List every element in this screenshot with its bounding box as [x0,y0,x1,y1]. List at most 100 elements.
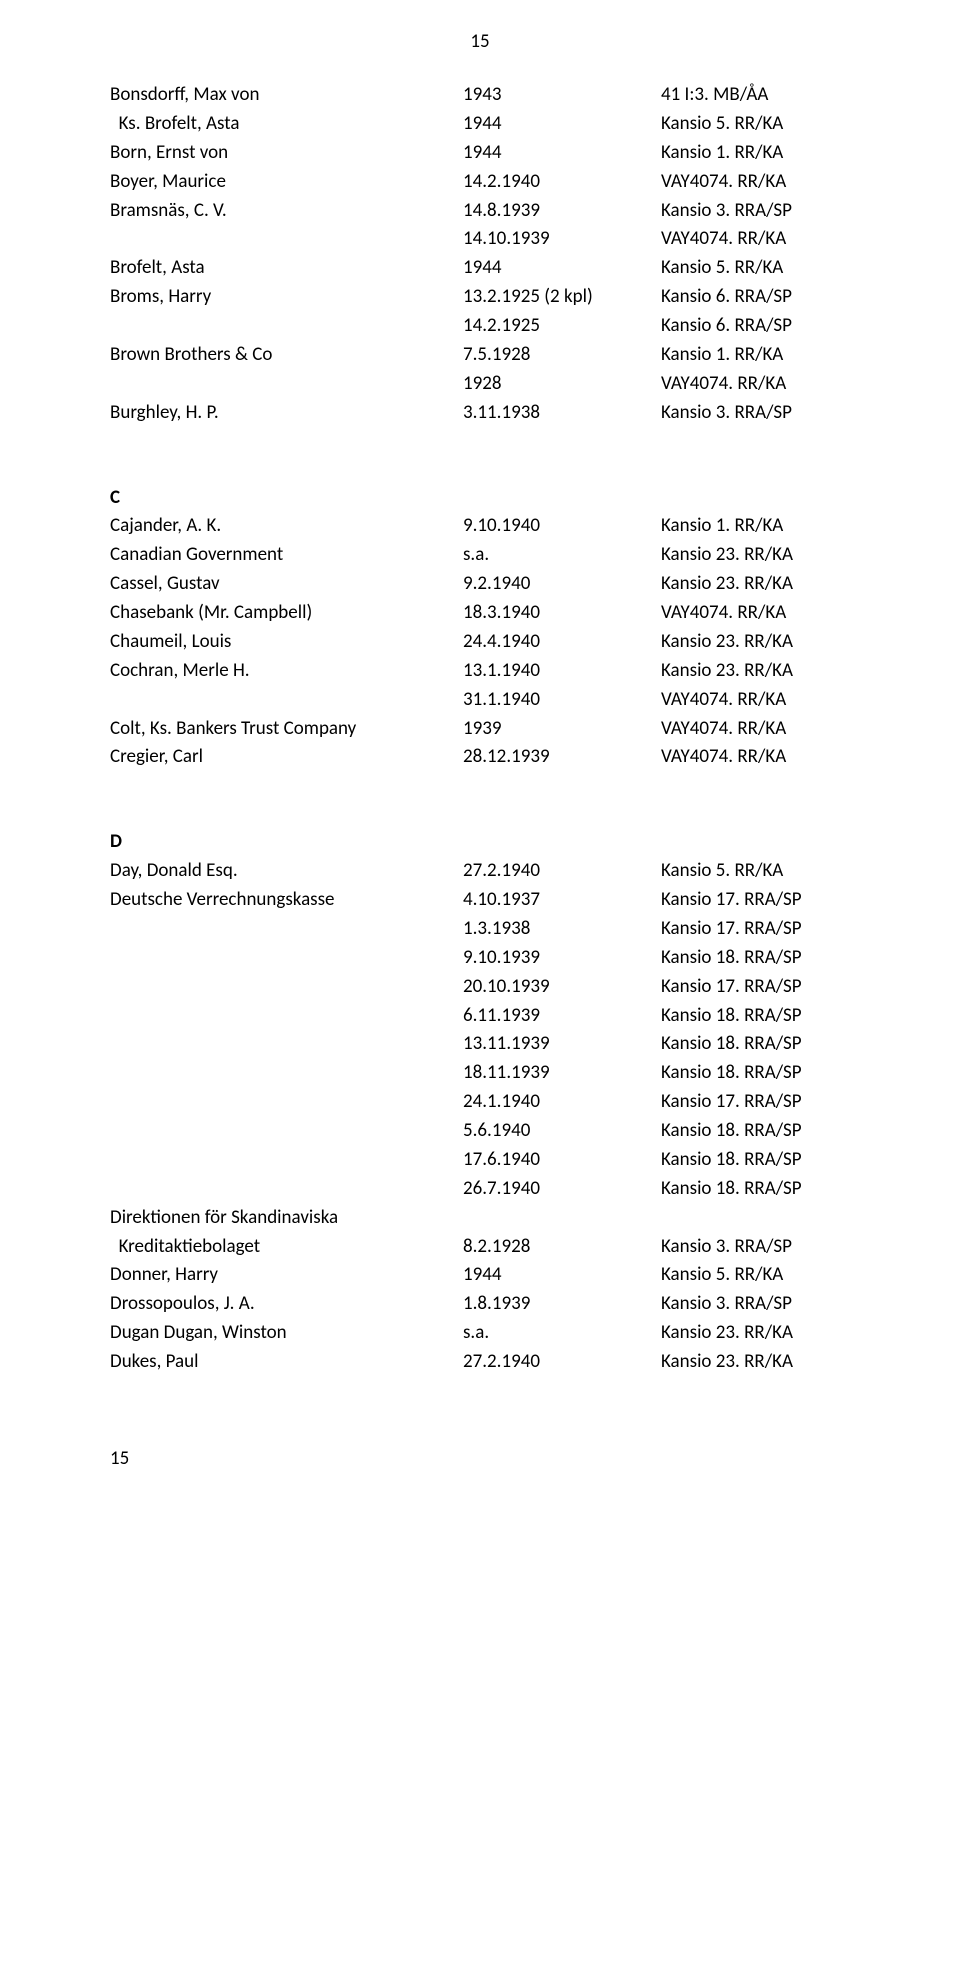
table-row: 14.2.1925Kansio 6. RRA/SP [110,312,850,341]
date-cell: 31.1.1940 [463,686,661,715]
name-cell: Cajander, A. K. [110,512,463,541]
name-cell: Dukes, Paul [110,1348,463,1377]
date-cell: 1944 [463,1261,661,1290]
name-cell [110,225,463,254]
date-cell: s.a. [463,1319,661,1348]
date-cell: 14.2.1925 [463,312,661,341]
reference-cell: Kansio 17. RRA/SP [661,886,850,915]
name-cell: Cregier, Carl [110,743,463,772]
name-cell [110,1117,463,1146]
table-row: Bramsnäs, C. V.14.8.1939Kansio 3. RRA/SP [110,197,850,226]
name-cell: Colt, Ks. Bankers Trust Company [110,715,463,744]
name-cell [110,973,463,1002]
reference-cell: VAY4074. RR/KA [661,599,850,628]
name-cell: Chaumeil, Louis [110,628,463,657]
reference-cell: VAY4074. RR/KA [661,715,850,744]
date-cell: 27.2.1940 [463,1348,661,1377]
table-row: Brofelt, Asta1944Kansio 5. RR/KA [110,254,850,283]
table-row: Brown Brothers & Co7.5.1928Kansio 1. RR/… [110,341,850,370]
reference-cell: Kansio 18. RRA/SP [661,1030,850,1059]
date-cell: 28.12.1939 [463,743,661,772]
reference-cell: Kansio 18. RRA/SP [661,1175,850,1204]
section-gap [110,772,850,828]
table-row: 18.11.1939Kansio 18. RRA/SP [110,1059,850,1088]
date-cell: 17.6.1940 [463,1146,661,1175]
date-cell: 20.10.1939 [463,973,661,1002]
name-cell: Canadian Government [110,541,463,570]
reference-cell: Kansio 6. RRA/SP [661,283,850,312]
name-cell: Kreditaktiebolaget [110,1233,463,1262]
reference-cell: Kansio 17. RRA/SP [661,915,850,944]
date-cell: 24.4.1940 [463,628,661,657]
name-cell: Ks. Brofelt, Asta [110,110,463,139]
name-cell [110,1059,463,1088]
name-cell [110,915,463,944]
name-cell: Brown Brothers & Co [110,341,463,370]
table-row: 13.11.1939Kansio 18. RRA/SP [110,1030,850,1059]
date-cell: 1939 [463,715,661,744]
table-row: 17.6.1940Kansio 18. RRA/SP [110,1146,850,1175]
reference-cell: Kansio 3. RRA/SP [661,1290,850,1319]
name-cell: Brofelt, Asta [110,254,463,283]
name-cell [110,1175,463,1204]
name-cell [110,370,463,399]
table-row: Direktionen för Skandinaviska [110,1204,850,1233]
reference-cell: Kansio 18. RRA/SP [661,1146,850,1175]
section-header: D [110,828,850,857]
date-cell: 9.2.1940 [463,570,661,599]
table-row: Day, Donald Esq.27.2.1940Kansio 5. RR/KA [110,857,850,886]
reference-cell: VAY4074. RR/KA [661,686,850,715]
table-row: Colt, Ks. Bankers Trust Company1939VAY40… [110,715,850,744]
name-cell: Broms, Harry [110,283,463,312]
document-body: Bonsdorff, Max von194341 I:3. MB/ÅA Ks. … [110,81,850,1377]
reference-cell: Kansio 5. RR/KA [661,1261,850,1290]
name-cell: Donner, Harry [110,1261,463,1290]
reference-cell: Kansio 23. RR/KA [661,541,850,570]
reference-cell: Kansio 23. RR/KA [661,657,850,686]
table-row: 6.11.1939Kansio 18. RRA/SP [110,1002,850,1031]
reference-cell: Kansio 18. RRA/SP [661,1117,850,1146]
date-cell: 1928 [463,370,661,399]
name-cell: Drossopoulos, J. A. [110,1290,463,1319]
table-row: 14.10.1939VAY4074. RR/KA [110,225,850,254]
table-row: Drossopoulos, J. A.1.8.1939Kansio 3. RRA… [110,1290,850,1319]
table-row: Chaumeil, Louis24.4.1940Kansio 23. RR/KA [110,628,850,657]
reference-cell: Kansio 18. RRA/SP [661,1002,850,1031]
name-cell [110,944,463,973]
date-cell: 18.3.1940 [463,599,661,628]
section-gap [110,428,850,484]
table-row: Dukes, Paul27.2.1940Kansio 23. RR/KA [110,1348,850,1377]
reference-cell: Kansio 5. RR/KA [661,110,850,139]
document-page: 15 Bonsdorff, Max von194341 I:3. MB/ÅA K… [0,0,960,1510]
date-cell: 14.10.1939 [463,225,661,254]
table-row: Cajander, A. K.9.10.1940Kansio 1. RR/KA [110,512,850,541]
reference-cell [661,1204,850,1233]
reference-cell: Kansio 17. RRA/SP [661,1088,850,1117]
reference-cell: Kansio 23. RR/KA [661,1319,850,1348]
date-cell: 1944 [463,139,661,168]
table-row: 1928VAY4074. RR/KA [110,370,850,399]
date-cell: 5.6.1940 [463,1117,661,1146]
name-cell: Direktionen för Skandinaviska [110,1204,463,1233]
table-row: Chasebank (Mr. Campbell)18.3.1940VAY4074… [110,599,850,628]
page-number-top: 15 [110,30,850,53]
name-cell: Chasebank (Mr. Campbell) [110,599,463,628]
name-cell [110,686,463,715]
reference-cell: Kansio 3. RRA/SP [661,197,850,226]
reference-cell: Kansio 5. RR/KA [661,857,850,886]
date-cell: 13.11.1939 [463,1030,661,1059]
reference-cell: VAY4074. RR/KA [661,225,850,254]
table-row: 26.7.1940Kansio 18. RRA/SP [110,1175,850,1204]
date-cell: 1944 [463,254,661,283]
name-cell [110,1030,463,1059]
reference-cell: 41 I:3. MB/ÅA [661,81,850,110]
name-cell: Born, Ernst von [110,139,463,168]
date-cell: 13.1.1940 [463,657,661,686]
reference-cell: Kansio 1. RR/KA [661,512,850,541]
date-cell: 7.5.1928 [463,341,661,370]
table-row: Canadian Governments.a.Kansio 23. RR/KA [110,541,850,570]
section-header: C [110,484,850,513]
reference-cell: Kansio 5. RR/KA [661,254,850,283]
date-cell: 1.8.1939 [463,1290,661,1319]
page-number-bottom: 15 [110,1447,850,1470]
